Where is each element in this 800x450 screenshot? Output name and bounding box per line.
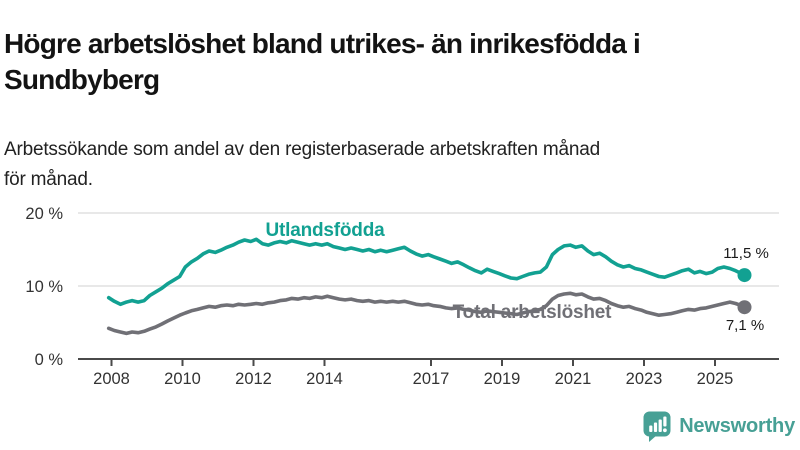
x-tick-label-2021: 2021 [555,370,592,388]
x-tick-label-2012: 2012 [235,370,272,388]
x-tick-label-2014: 2014 [306,370,343,388]
series-line-total [106,291,747,336]
series-end-dot-total [737,300,752,315]
x-tick-label-2025: 2025 [697,370,734,388]
x-tick-label-2023: 2023 [626,370,663,388]
series-line-utlandsfodda [106,237,747,307]
y-tick-label-0: 0 % [35,351,64,369]
end-value-label-utlandsfodda: 11,5 % [723,245,769,262]
series-end-dot-utlandsfodda [737,268,752,283]
series-label-total-arbetsloshet: Total arbetslöshet [452,302,612,323]
end-value-label-total: 7,1 % [725,317,765,334]
y-tick-label-10: 10 % [25,278,63,296]
x-tick-label-2010: 2010 [164,370,201,388]
x-tick-label-2017: 2017 [413,370,450,388]
x-tick-label-2019: 2019 [484,370,521,388]
series-label-utlandsfodda: Utlandsfödda [265,220,385,241]
brand-logo: Newsworthy [642,410,795,443]
page-subtitle: Arbetssökande som andel av den registerb… [4,139,601,190]
bar-chart-speech-bubble-icon [643,411,671,442]
brand-name: Newsworthy [679,415,795,437]
x-tick-label-2008: 2008 [93,370,130,388]
y-tick-label-20: 20 % [25,205,63,223]
page-title: Högre arbetslöshet bland utrikes- än inr… [4,27,641,95]
